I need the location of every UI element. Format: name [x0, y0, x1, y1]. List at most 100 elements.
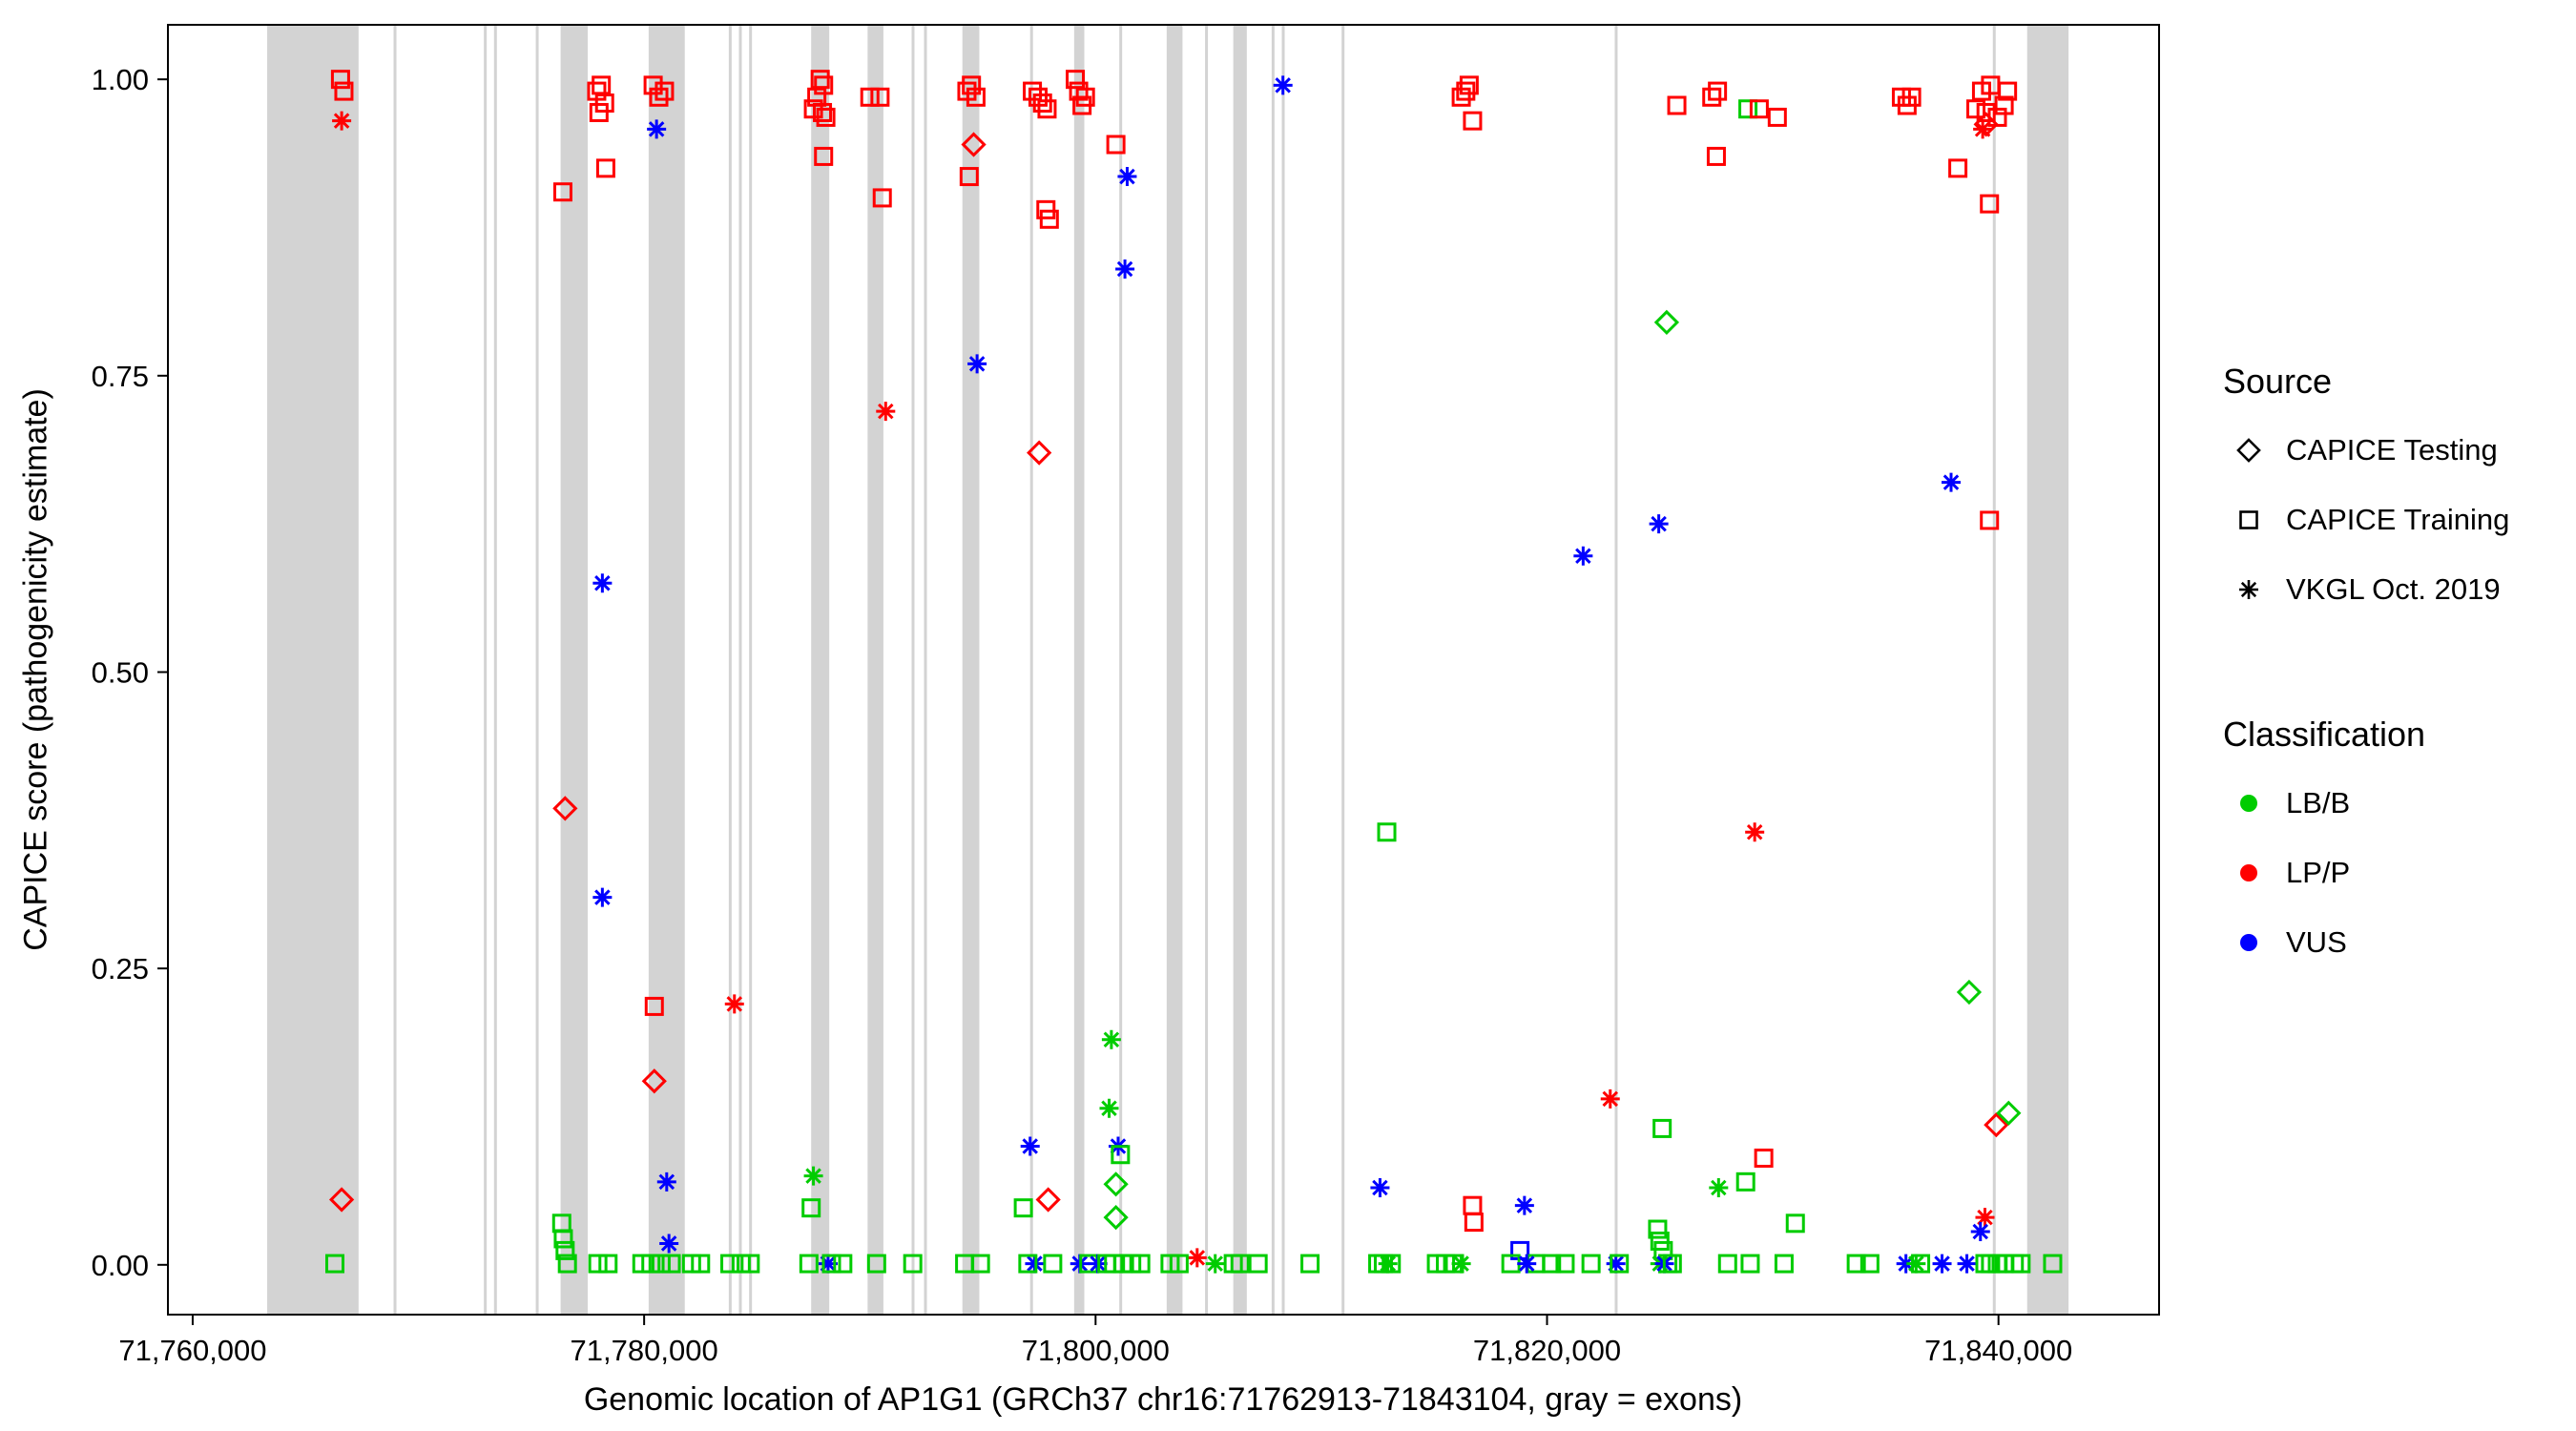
- exon-band: [267, 25, 359, 1315]
- point-square: [595, 158, 615, 178]
- point-square: [1846, 1254, 1866, 1274]
- exon-band: [1166, 25, 1183, 1315]
- legend-class-item-label: VUS: [2286, 925, 2347, 959]
- point-square: [1662, 1254, 1682, 1274]
- point-diamond: [1103, 1172, 1129, 1197]
- point-square: [1706, 146, 1726, 166]
- point-square: [1652, 1118, 1672, 1138]
- point-square: [1735, 1172, 1755, 1192]
- point-square: [1039, 209, 1059, 229]
- point-square: [1648, 1219, 1668, 1239]
- point-square: [1980, 510, 2000, 530]
- exon-band: [493, 25, 497, 1315]
- point-square: [2239, 510, 2258, 529]
- point-square: [1377, 822, 1397, 842]
- point-asterisk: [1370, 1178, 1390, 1198]
- exon-band: [1271, 25, 1275, 1315]
- point-asterisk: [1970, 1222, 1990, 1242]
- point-square: [1013, 1198, 1033, 1218]
- point-square: [1248, 1254, 1268, 1274]
- point-square: [1998, 81, 2018, 101]
- plot-panel-border: [167, 24, 2160, 1316]
- point-asterisk: [592, 573, 613, 593]
- exon-band: [1073, 25, 1085, 1315]
- point-diamond: [328, 1187, 355, 1213]
- point-asterisk: [1975, 1208, 1995, 1228]
- legend-source-item-label: VKGL Oct. 2019: [2286, 572, 2501, 606]
- point-square: [1911, 1254, 1931, 1274]
- point-square: [1667, 95, 1687, 115]
- point-square: [598, 1254, 618, 1274]
- y-tick-label: 0.00: [92, 1249, 149, 1282]
- point-square: [816, 107, 836, 127]
- point-asterisk: [656, 1172, 676, 1192]
- y-tick-label: 1.00: [92, 63, 149, 96]
- point-diamond: [1653, 309, 1680, 336]
- point-asterisk: [818, 1254, 838, 1274]
- point-square: [643, 75, 663, 95]
- exon-band: [728, 25, 732, 1315]
- exon-band: [648, 25, 685, 1315]
- point-square: [959, 167, 979, 187]
- point-square: [553, 1229, 573, 1249]
- point-asterisk: [1745, 822, 1765, 842]
- point-square: [1774, 1254, 1794, 1274]
- point-asterisk: [1514, 1195, 1534, 1215]
- point-square: [644, 996, 664, 1016]
- point-asterisk: [1378, 1254, 1398, 1274]
- point-diamond: [1027, 440, 1052, 466]
- point-square: [1708, 81, 1728, 101]
- point-square: [649, 87, 669, 107]
- exon-band: [1029, 25, 1033, 1315]
- y-tick-label: 0.50: [92, 655, 149, 689]
- exon-band: [535, 25, 539, 1315]
- point-asterisk: [1020, 1136, 1040, 1156]
- point-square: [814, 146, 834, 166]
- point-square: [740, 1254, 760, 1274]
- point-square: [1948, 158, 1968, 178]
- exon-band: [867, 25, 883, 1315]
- point-asterisk: [1573, 546, 1593, 566]
- point-square: [1459, 75, 1479, 95]
- point-square: [2043, 1254, 2063, 1274]
- point-square: [872, 188, 892, 208]
- point-asterisk: [724, 994, 744, 1014]
- point-asterisk: [1896, 1254, 1916, 1274]
- point-square: [821, 1254, 841, 1274]
- point-asterisk: [803, 1166, 823, 1186]
- point-square: [970, 1254, 990, 1274]
- point-diamond: [1956, 979, 1983, 1006]
- point-square: [1463, 111, 1483, 131]
- point-square: [1456, 81, 1476, 101]
- y-tick-label: 0.25: [92, 952, 149, 985]
- point-diamond: [641, 1068, 667, 1094]
- y-axis-title: CAPICE score (pathogenicity estimate): [17, 388, 54, 951]
- exon-band: [1341, 25, 1345, 1315]
- point-square: [1702, 87, 1722, 107]
- point-asterisk: [1600, 1089, 1620, 1109]
- x-axis-title: Genomic location of AP1G1 (GRCh37 chr16:…: [583, 1381, 1743, 1418]
- x-tick-label: 71,800,000: [1022, 1334, 1170, 1367]
- point-square: [1785, 1213, 1805, 1234]
- point-asterisk: [1205, 1254, 1225, 1274]
- point-square: [801, 1198, 821, 1218]
- point-asterisk: [1906, 1254, 1926, 1274]
- legend-class-swatch: [2240, 934, 2257, 951]
- point-asterisk: [1099, 1098, 1119, 1118]
- exon-band: [1233, 25, 1247, 1315]
- point-asterisk: [1115, 259, 1135, 279]
- point-diamond: [961, 132, 987, 157]
- point-square: [1023, 81, 1043, 101]
- point-square: [1463, 1195, 1483, 1215]
- legend-source-item-label: CAPICE Testing: [2286, 433, 2498, 467]
- exon-band: [1119, 25, 1123, 1315]
- point-square: [866, 1254, 886, 1274]
- point-square: [555, 1240, 575, 1260]
- point-square: [833, 1254, 853, 1274]
- point-asterisk: [1973, 119, 1993, 139]
- point-square: [1300, 1254, 1320, 1274]
- exon-band: [738, 25, 742, 1315]
- point-square: [1976, 102, 1996, 122]
- legend-classification-title: Classification: [2223, 715, 2425, 754]
